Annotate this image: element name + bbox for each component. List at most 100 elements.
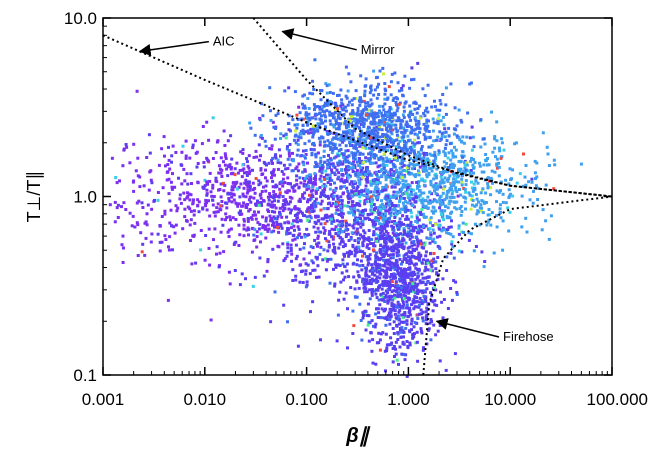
data-point (490, 211, 494, 215)
data-point (385, 163, 389, 167)
data-point (507, 188, 511, 192)
data-point (401, 281, 405, 285)
data-point (389, 179, 393, 183)
data-point (209, 318, 213, 322)
data-point (413, 295, 417, 299)
data-point (416, 271, 420, 275)
data-point (313, 200, 317, 204)
data-point (326, 177, 329, 181)
data-point (297, 208, 301, 211)
data-point (434, 192, 438, 195)
data-point (247, 180, 251, 184)
data-point (384, 323, 388, 327)
data-point (404, 271, 408, 275)
data-point (340, 136, 344, 140)
data-point (403, 130, 407, 134)
data-point (406, 152, 410, 156)
data-point (393, 296, 397, 300)
data-point (389, 253, 393, 257)
data-point (358, 181, 362, 185)
data-point (358, 204, 362, 208)
data-point (372, 178, 376, 182)
data-point (397, 225, 401, 229)
data-point (385, 284, 389, 288)
data-point (355, 160, 359, 164)
data-point (372, 122, 376, 126)
data-point (397, 150, 401, 154)
data-point (456, 194, 460, 198)
data-point (292, 138, 296, 142)
data-point (434, 222, 437, 226)
data-point (342, 138, 346, 142)
data-point (325, 259, 329, 263)
data-point (296, 123, 300, 127)
data-point (453, 352, 457, 356)
data-point (420, 272, 424, 276)
data-point (402, 222, 405, 226)
data-point (345, 179, 349, 183)
data-point (346, 204, 350, 208)
data-point (447, 151, 451, 155)
data-point (273, 173, 276, 177)
data-point (403, 311, 407, 315)
data-point (259, 154, 262, 158)
data-point (402, 245, 406, 249)
data-point (417, 254, 421, 258)
data-point (353, 164, 357, 168)
data-point (407, 164, 411, 168)
data-point (395, 264, 399, 268)
data-point (332, 116, 335, 120)
data-point (416, 274, 420, 278)
data-point (423, 94, 427, 98)
data-point (414, 266, 418, 270)
data-point (238, 195, 242, 199)
data-point (239, 209, 242, 213)
data-point (486, 213, 490, 217)
data-point (290, 222, 294, 226)
data-point (223, 144, 227, 147)
data-point (374, 292, 378, 296)
data-point (170, 224, 174, 228)
data-point (211, 198, 215, 202)
data-point (255, 235, 259, 238)
data-point (437, 151, 441, 155)
data-point (336, 137, 340, 141)
data-point (419, 240, 423, 244)
data-point (342, 154, 346, 158)
data-point (339, 88, 343, 92)
data-point (334, 211, 338, 215)
data-point (412, 248, 416, 252)
data-point (331, 143, 335, 147)
data-point (406, 225, 410, 229)
data-point (355, 186, 359, 190)
data-point (451, 180, 455, 184)
data-point (400, 165, 404, 169)
data-point (443, 146, 447, 150)
data-point (493, 135, 497, 139)
data-point (333, 171, 337, 175)
data-point (400, 245, 404, 249)
data-point (271, 173, 274, 177)
data-point (383, 227, 387, 231)
data-point (406, 185, 410, 189)
data-point (454, 186, 458, 190)
data-point (272, 193, 276, 197)
data-point (382, 152, 386, 156)
data-point (381, 134, 385, 138)
data-point (271, 220, 275, 224)
data-point (278, 206, 282, 210)
data-point (361, 170, 365, 174)
data-point (378, 338, 382, 342)
data-point (416, 141, 420, 145)
data-point (424, 215, 428, 219)
data-point (325, 103, 329, 107)
data-point (499, 203, 502, 207)
data-point (500, 137, 504, 141)
data-point (457, 226, 461, 230)
data-point (324, 82, 328, 86)
data-point (318, 105, 321, 109)
data-point (411, 229, 415, 233)
data-point (301, 106, 305, 110)
data-point (274, 156, 278, 160)
data-point (412, 197, 415, 201)
